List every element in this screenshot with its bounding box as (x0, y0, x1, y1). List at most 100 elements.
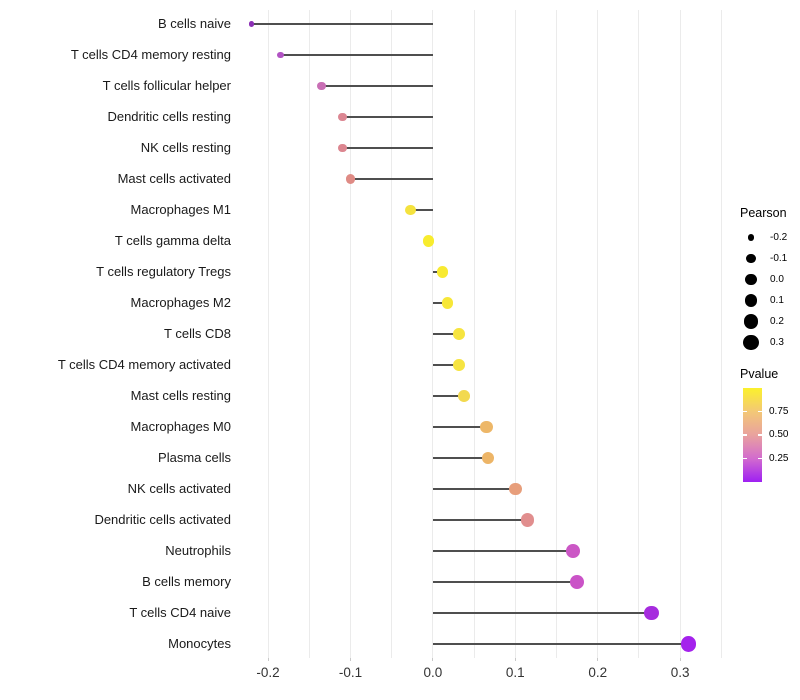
lollipop-dot (337, 143, 347, 153)
size-legend-key (738, 314, 764, 329)
lollipop-stick (251, 23, 433, 25)
lollipop-dot (453, 359, 466, 371)
lollipop-stick (432, 426, 487, 428)
x-tick-label: -0.2 (256, 665, 280, 680)
lollipop-stick (432, 364, 460, 366)
lollipop-dot (481, 451, 495, 465)
colorbar-tick (743, 410, 747, 413)
size-legend-label: 0.2 (770, 316, 784, 327)
gridline (597, 10, 599, 658)
size-legend-dot (747, 234, 755, 241)
gridline (679, 10, 681, 658)
x-tick (267, 658, 269, 661)
gridline (267, 10, 269, 658)
category-label: NK cells resting (140, 140, 231, 155)
x-tick (432, 658, 434, 661)
gridline (556, 10, 558, 658)
x-tick (679, 658, 681, 661)
lollipop-dot (508, 482, 522, 496)
lollipop-dot (317, 81, 326, 91)
lollipop-stick (321, 85, 433, 87)
size-legend-key (738, 334, 764, 351)
category-label: T cells follicular helper (102, 78, 231, 93)
size-legend-key (738, 273, 764, 286)
category-label: Macrophages M0 (130, 419, 231, 434)
size-legend-entry: 0.2 (738, 311, 800, 332)
lollipop-stick (342, 116, 433, 118)
lollipop-dot (345, 174, 356, 184)
size-legend-key (738, 234, 764, 241)
lollipop-stick (432, 581, 578, 583)
category-label: Mast cells resting (130, 388, 231, 403)
category-label: T cells CD4 memory resting (70, 47, 231, 62)
gridline (308, 10, 310, 658)
size-legend-label: 0.1 (770, 295, 784, 306)
size-legend-entry: 0.3 (738, 332, 800, 353)
category-label: Monocytes (168, 636, 231, 651)
plot-panel (245, 10, 723, 658)
lollipop-stick (280, 54, 433, 56)
size-legend-label: -0.1 (770, 253, 788, 264)
category-label: Macrophages M2 (130, 295, 231, 310)
lollipop-stick (410, 209, 433, 211)
size-legend-entry: 0.0 (738, 269, 800, 290)
lollipop-dot (441, 297, 454, 309)
lollipop-dot (423, 235, 435, 247)
lollipop-dot (566, 544, 580, 558)
size-legend-entry: 0.1 (738, 290, 800, 311)
lollipop-stick (432, 395, 465, 397)
color-legend-title: Pvalue (740, 367, 779, 381)
lollipop-dot (458, 390, 471, 402)
lollipop-stick (432, 302, 448, 304)
size-legend-label: 0.3 (770, 337, 784, 348)
size-legend-entry: -0.1 (738, 248, 800, 269)
x-tick (597, 658, 599, 661)
size-legend-key (738, 294, 764, 307)
lollipop-dot (277, 51, 284, 59)
category-label: B cells memory (142, 574, 231, 589)
lollipop-dot (453, 328, 466, 340)
category-label: NK cells activated (127, 481, 231, 496)
category-label: T cells CD4 memory activated (57, 357, 231, 372)
gridline (638, 10, 640, 658)
category-label: Dendritic cells resting (107, 109, 231, 124)
lollipop-stick (432, 488, 516, 490)
lollipop-stick (342, 147, 433, 149)
size-legend-label: 0.0 (770, 274, 784, 285)
size-legend: -0.2 -0.1 0.0 0.1 0.2 0.3 (738, 227, 800, 353)
gridline (720, 10, 722, 658)
lollipop-dot (480, 420, 493, 434)
lollipop-stick (432, 333, 460, 335)
category-label: B cells naive (158, 16, 231, 31)
size-legend-entry: -0.2 (738, 227, 800, 248)
size-legend-key (738, 253, 764, 264)
size-legend-label: -0.2 (770, 232, 788, 243)
x-tick-label: -0.1 (338, 665, 363, 680)
lollipop-stick (432, 550, 573, 552)
size-legend-dot (746, 253, 756, 264)
lollipop-stick (432, 519, 528, 521)
lollipop-dot (570, 575, 585, 589)
x-tick (514, 658, 516, 661)
x-tick-label: 0.2 (588, 665, 608, 680)
x-tick-label: 0.0 (423, 665, 443, 680)
category-label: T cells CD4 naive (129, 605, 231, 620)
lollipop-dot (405, 204, 416, 216)
lollipop-dot (437, 266, 449, 278)
category-label: T cells regulatory Tregs (96, 264, 231, 279)
size-legend-dot (743, 314, 759, 329)
category-label: Neutrophils (165, 543, 231, 558)
colorbar (743, 388, 762, 482)
x-tick-label: 0.1 (505, 665, 525, 680)
legend: Pearson -0.2 -0.1 0.0 0.1 0.2 0.3 Pvalue 0.75… (738, 206, 800, 488)
category-label: Plasma cells (158, 450, 231, 465)
category-label: T cells gamma delta (114, 233, 231, 248)
category-label: Mast cells activated (117, 171, 231, 186)
gridline (514, 10, 516, 658)
colorbar-tick (743, 434, 747, 436)
lollipop-stick (432, 457, 489, 459)
x-axis: -0.2 -0.1 0.0 0.1 0.2 0.3 (245, 658, 723, 692)
x-tick (349, 658, 351, 661)
size-legend-title: Pearson (740, 206, 787, 220)
lollipop-stick (432, 643, 689, 645)
